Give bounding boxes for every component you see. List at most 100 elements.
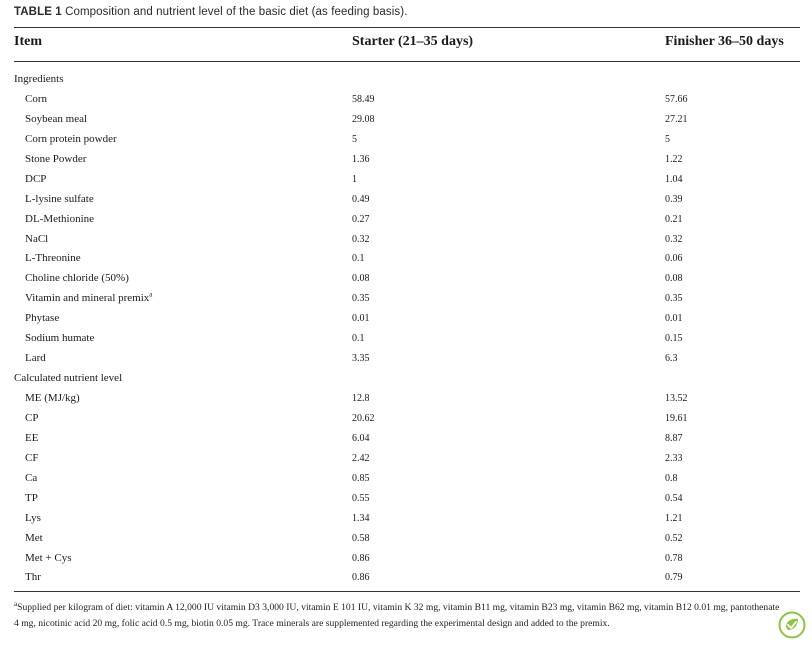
row-item-label: NaCl <box>25 233 48 245</box>
row-item-text: CP <box>25 411 39 424</box>
row-starter-value: 58.49 <box>352 93 375 105</box>
row-finisher-value: 0.79 <box>665 572 683 584</box>
row-finisher-value: 0.35 <box>665 293 683 305</box>
row-item-text: Choline chloride (50%) <box>25 272 129 285</box>
row-item-text: EE <box>25 431 39 444</box>
row-item-text: CF <box>25 451 39 464</box>
row-item-label: Soybean meal <box>25 113 87 125</box>
row-item-label: DL-Methionine <box>25 213 94 225</box>
row-finisher-value: 6.3 <box>665 353 678 365</box>
row-item-label: Corn protein powder <box>25 133 117 145</box>
row-starter-value: 12.8 <box>352 393 370 404</box>
bottom-rule <box>14 591 800 592</box>
row-item-text: Met <box>25 531 43 544</box>
table-row: Corn protein powder 5 5 <box>0 129 812 149</box>
row-finisher-value: 0.08 <box>665 273 683 285</box>
table-caption-text: Composition and nutrient level of the ba… <box>65 6 408 18</box>
table-row: CP 20.62 19.61 <box>0 408 812 428</box>
row-item-label: Met + Cys <box>25 552 72 564</box>
table-footnote: aSupplied per kilogram of diet: vitamin … <box>14 600 784 631</box>
table-row: Soybean meal 29.08 27.21 <box>0 109 812 129</box>
row-item-text: L-lysine sulfate <box>25 192 94 205</box>
row-starter-value: 0.32 <box>352 233 370 245</box>
table-row: EE 6.04 8.87 <box>0 428 812 448</box>
row-item-label: CP <box>25 412 38 424</box>
row-item-label: DCP <box>25 173 46 185</box>
row-finisher-value: 8.87 <box>665 432 683 444</box>
row-item-label: Corn <box>25 93 47 105</box>
table-row: ME (MJ/kg) 12.8 13.52 <box>0 388 812 408</box>
row-item-label: Met <box>25 532 43 544</box>
table-row: Choline chloride (50%) 0.08 0.08 <box>0 268 812 288</box>
row-finisher-value: 13.52 <box>665 393 688 404</box>
row-item-text: Corn <box>25 92 47 105</box>
row-item-label: Ca <box>25 472 37 484</box>
row-finisher-value: 27.21 <box>665 113 688 125</box>
row-starter-value: 1.34 <box>352 512 370 524</box>
row-item-label: L-lysine sulfate <box>25 193 94 205</box>
table-row: DL-Methionine 0.27 0.21 <box>0 209 812 229</box>
row-item-label: EE <box>25 432 38 444</box>
section-label: Calculated nutrient level <box>14 372 122 384</box>
row-item-text: DCP <box>25 172 47 185</box>
footnote-text: Supplied per kilogram of diet: vitamin A… <box>14 602 780 629</box>
table-row: DCP 1 1.04 <box>0 169 812 189</box>
row-item-text: Ca <box>25 471 38 484</box>
section-row: Calculated nutrient level <box>0 368 812 388</box>
row-starter-value: 0.01 <box>352 313 370 325</box>
row-item-label: Phytase <box>25 312 59 324</box>
row-finisher-value: 1.22 <box>665 153 683 165</box>
row-starter-value: 0.58 <box>352 532 370 544</box>
row-starter-value: 0.55 <box>352 492 370 504</box>
row-item-label: ME (MJ/kg) <box>25 392 80 404</box>
top-rule <box>14 27 800 28</box>
table-row: NaCl 0.32 0.32 <box>0 229 812 249</box>
row-item-label: CF <box>25 452 38 464</box>
table-row: Corn 58.49 57.66 <box>0 89 812 109</box>
table-caption: TABLE 1 Composition and nutrient level o… <box>14 6 407 18</box>
row-starter-value: 0.08 <box>352 273 370 285</box>
header-item: Item <box>14 34 42 49</box>
row-item-label: L-Threonine <box>25 252 81 264</box>
row-item-label: Stone Powder <box>25 153 86 165</box>
row-finisher-value: 1.21 <box>665 512 683 524</box>
row-finisher-value: 0.15 <box>665 333 683 345</box>
table-body: Ingredients Corn 58.49 57.66 Soybean meal 29.… <box>0 69 812 587</box>
section-label: Ingredients <box>14 73 63 85</box>
row-item-text: Stone Powder <box>25 152 87 165</box>
row-starter-value: 2.42 <box>352 452 370 464</box>
row-starter-value: 0.86 <box>352 552 370 564</box>
row-starter-value: 1 <box>352 173 357 185</box>
row-item-text: Soybean meal <box>25 112 88 125</box>
row-finisher-value: 5 <box>665 133 670 145</box>
table-row: Met 0.58 0.52 <box>0 528 812 548</box>
row-starter-value: 0.1 <box>352 333 365 345</box>
row-starter-value: 0.1 <box>352 253 365 265</box>
header-starter: Starter (21–35 days) <box>352 34 474 49</box>
row-starter-value: 29.08 <box>352 113 375 125</box>
row-item-text: TP <box>25 491 38 504</box>
row-item-label: Lys <box>25 512 41 524</box>
row-item-text: Calculated nutrient level <box>14 372 123 385</box>
table-row: Phytase 0.01 0.01 <box>0 308 812 328</box>
row-item-text: Corn protein powder <box>25 132 117 145</box>
table-row: L-Threonine 0.1 0.06 <box>0 248 812 268</box>
row-starter-value: 0.85 <box>352 472 370 484</box>
row-item-label: Sodium humate <box>25 332 94 344</box>
row-item-text: Sodium humate <box>25 332 95 345</box>
row-finisher-value: 0.78 <box>665 552 683 564</box>
header-finisher: Finisher 36–50 days <box>665 34 784 49</box>
table-row: Thr 0.86 0.79 <box>0 567 812 587</box>
row-item-footnote-marker: a <box>149 290 153 299</box>
row-starter-value: 3.35 <box>352 353 370 365</box>
table-row: Stone Powder 1.36 1.22 <box>0 149 812 169</box>
row-item-text: Ingredients <box>14 73 64 85</box>
row-finisher-value: 57.66 <box>665 93 688 105</box>
row-finisher-value: 1.04 <box>665 173 683 185</box>
table-row: Lys 1.34 1.21 <box>0 508 812 528</box>
table-row: CF 2.42 2.33 <box>0 448 812 468</box>
table-row: Lard 3.35 6.3 <box>0 348 812 368</box>
row-finisher-value: 0.8 <box>665 472 678 484</box>
row-starter-value: 0.49 <box>352 193 370 205</box>
row-item-text: Lard <box>25 352 46 365</box>
